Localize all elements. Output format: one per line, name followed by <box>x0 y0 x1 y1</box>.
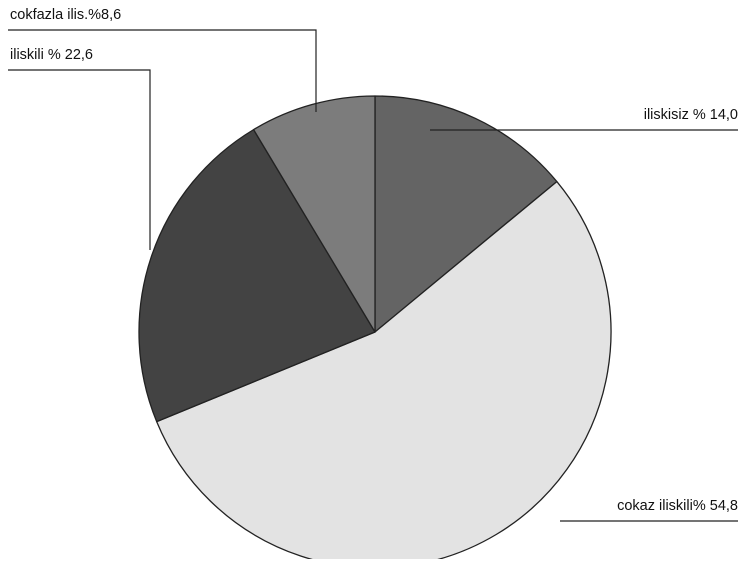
leader-line-cokfazla-ilis-8-6 <box>8 29 317 112</box>
slice-label-cokaz-iliskili-54-8: cokaz iliskili% 54,8 <box>617 498 738 514</box>
leader-line-iliskili-22-6 <box>8 69 151 250</box>
slice-label-iliskisiz-14-0: iliskisiz % 14,0 <box>644 107 738 123</box>
leader-lines <box>8 29 738 522</box>
pie-slice-iliskisiz-14-0 <box>374 95 558 333</box>
slice-labels: iliskisiz % 14,0 cokaz iliskili% 54,8 ilis… <box>10 7 738 514</box>
slice-label-cokfazla-ilis-8-6: cokfazla ilis.%8,6 <box>10 7 121 23</box>
pie-slice-cokfazla-ilis-8-6 <box>252 95 376 333</box>
slice-label-iliskili-22-6: iliskili % 22,6 <box>10 47 93 63</box>
pie-slice-cokaz-iliskili-54-8 <box>156 180 612 564</box>
pie-slice-iliskili-22-6 <box>138 128 376 423</box>
pie-slices <box>138 95 612 564</box>
